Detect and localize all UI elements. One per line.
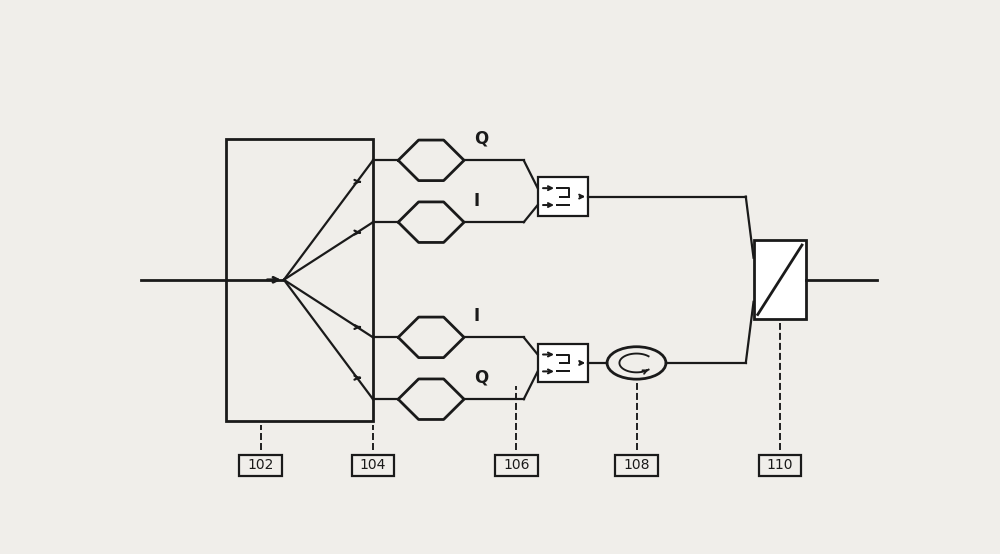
Bar <box>239 455 282 476</box>
Bar <box>538 177 588 216</box>
Bar <box>754 240 806 319</box>
Bar <box>352 455 394 476</box>
Text: Q: Q <box>474 130 488 148</box>
Text: 102: 102 <box>247 458 274 473</box>
Text: Q: Q <box>474 369 488 387</box>
Text: 106: 106 <box>503 458 530 473</box>
Text: 104: 104 <box>360 458 386 473</box>
Text: 108: 108 <box>623 458 650 473</box>
Bar <box>495 455 538 476</box>
Bar <box>538 343 588 382</box>
Text: I: I <box>474 307 480 325</box>
Bar <box>759 455 801 476</box>
Text: I: I <box>474 192 480 210</box>
Text: 110: 110 <box>767 458 793 473</box>
Bar <box>226 139 373 420</box>
Bar <box>615 455 658 476</box>
